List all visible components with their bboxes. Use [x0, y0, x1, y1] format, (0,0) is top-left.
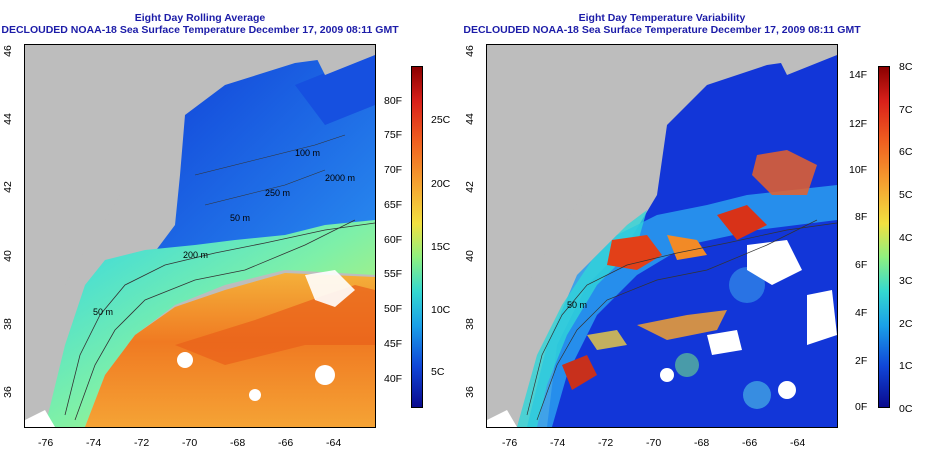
right-x-tick-4: -68: [694, 437, 710, 449]
right-x-tick-6: -64: [790, 437, 806, 449]
left-cb-c-3: 10C: [431, 304, 451, 316]
left-cb-f-4: 60F: [384, 234, 403, 246]
left-cb-f-1: 75F: [384, 129, 403, 141]
left-x-tick-5: -66: [278, 437, 294, 449]
right-contour-label-1: 50 m: [567, 300, 588, 310]
right-cb-c-8: 0C: [899, 403, 913, 415]
left-y-tick-2: 40: [1, 250, 14, 262]
left-cb-c-1: 20C: [431, 178, 451, 190]
right-y-tick-3: 42: [463, 181, 476, 193]
left-y-tick-3: 42: [1, 181, 14, 193]
left-contour-label-1: 100 m: [295, 148, 321, 158]
right-y-tick-2: 40: [463, 250, 476, 262]
left-x-tick-6: -64: [326, 437, 342, 449]
left-title-line2: DECLOUDED NOAA-18 Sea Surface Temperatur…: [1, 24, 399, 36]
left-x-tick-0: -76: [38, 437, 54, 449]
left-contour-label-2: 2000 m: [325, 173, 356, 183]
right-cb-c-6: 2C: [899, 318, 913, 330]
right-variability-map-graphic: [487, 45, 837, 427]
left-cb-f-0: 80F: [384, 95, 403, 107]
right-cb-f-5: 4F: [855, 307, 868, 319]
right-cb-c-7: 1C: [899, 360, 913, 372]
right-y-tick-0: 36: [463, 386, 476, 398]
right-cb-f-6: 2F: [855, 355, 868, 367]
right-cb-c-3: 5C: [899, 189, 913, 201]
left-cb-f-2: 70F: [384, 164, 403, 176]
right-x-tick-0: -76: [502, 437, 518, 449]
left-cb-f-6: 50F: [384, 303, 403, 315]
left-cb-c-0: 25C: [431, 114, 451, 126]
right-cb-c-1: 7C: [899, 104, 913, 116]
left-sst-map: 100 m 2000 m 250 m 200 m 50 m 50 m: [24, 44, 376, 428]
right-x-tick-5: -66: [742, 437, 758, 449]
left-cb-f-5: 55F: [384, 268, 403, 280]
left-x-tick-1: -74: [86, 437, 102, 449]
right-cb-c-4: 4C: [899, 232, 913, 244]
left-cb-f-7: 45F: [384, 338, 403, 350]
left-y-tick-0: 36: [1, 386, 14, 398]
left-cb-f-3: 65F: [384, 199, 403, 211]
left-contour-label-3: 250 m: [265, 188, 291, 198]
right-title-line2: DECLOUDED NOAA-18 Sea Surface Temperatur…: [463, 24, 861, 36]
left-cb-c-2: 15C: [431, 241, 451, 253]
left-contour-label-4: 200 m: [183, 250, 209, 260]
right-cb-f-7: 0F: [855, 401, 868, 413]
right-cb-c-5: 3C: [899, 275, 913, 287]
left-cb-f-8: 40F: [384, 373, 403, 385]
left-x-tick-4: -68: [230, 437, 246, 449]
right-y-tick-1: 38: [463, 318, 476, 330]
left-title-line1: Eight Day Rolling Average: [134, 12, 266, 24]
right-colorbar: [878, 66, 890, 408]
left-y-tick-5: 46: [1, 45, 14, 57]
right-cb-f-2: 10F: [849, 164, 868, 176]
right-x-tick-3: -70: [646, 437, 662, 449]
right-x-tick-1: -74: [550, 437, 566, 449]
right-x-tick-2: -72: [598, 437, 614, 449]
right-variability-map: 50 m: [486, 44, 838, 428]
left-y-tick-1: 38: [1, 318, 14, 330]
left-y-tick-4: 44: [1, 113, 14, 125]
right-cb-f-0: 14F: [849, 69, 868, 81]
right-y-tick-5: 46: [463, 45, 476, 57]
left-contour-label-5: 50 m: [230, 213, 251, 223]
right-y-tick-4: 44: [463, 113, 476, 125]
right-cb-c-0: 8C: [899, 61, 913, 73]
right-cb-c-2: 6C: [899, 146, 913, 158]
left-x-tick-2: -72: [134, 437, 150, 449]
left-x-tick-3: -70: [182, 437, 198, 449]
right-cb-f-1: 12F: [849, 118, 868, 130]
right-cb-f-3: 8F: [855, 211, 868, 223]
right-title-line1: Eight Day Temperature Variability: [578, 12, 746, 24]
left-sst-map-graphic: [25, 45, 375, 427]
left-colorbar: [411, 66, 423, 408]
right-cb-f-4: 6F: [855, 259, 868, 271]
left-contour-label-6: 50 m: [93, 307, 114, 317]
left-cb-c-4: 5C: [431, 366, 445, 378]
